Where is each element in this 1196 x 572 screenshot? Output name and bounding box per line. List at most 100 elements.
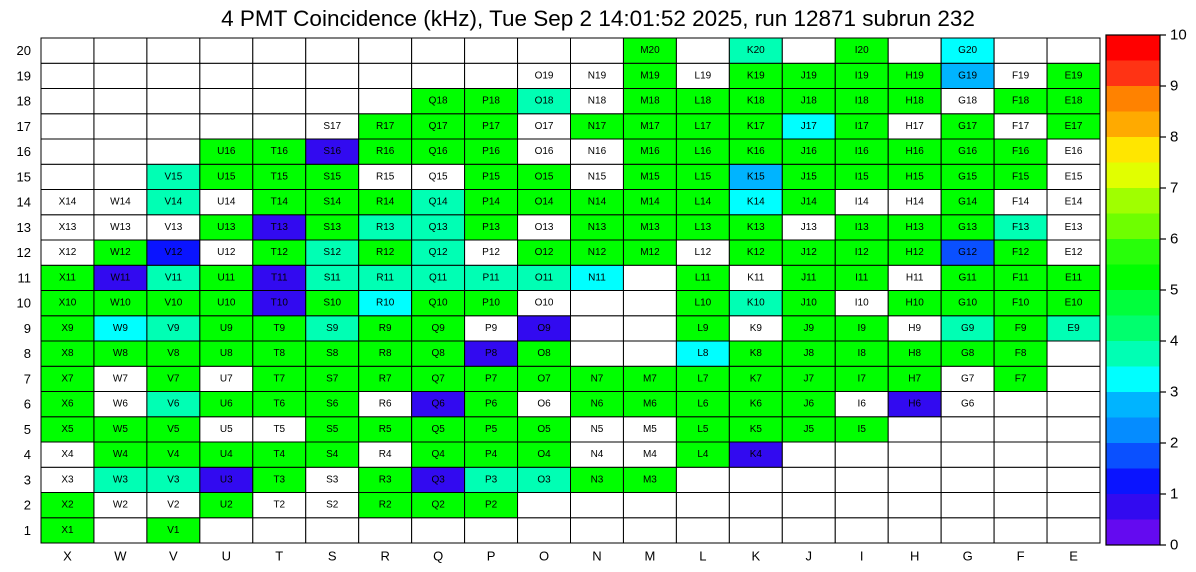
svg-text:M5: M5 <box>643 424 657 435</box>
svg-text:K16: K16 <box>747 146 765 157</box>
svg-text:X2: X2 <box>61 500 74 511</box>
svg-text:O19: O19 <box>535 70 554 81</box>
svg-text:F19: F19 <box>1012 70 1030 81</box>
svg-text:V: V <box>169 549 178 564</box>
svg-text:L16: L16 <box>695 146 712 157</box>
svg-text:0: 0 <box>1170 537 1178 554</box>
svg-text:Q16: Q16 <box>429 146 448 157</box>
svg-text:J9: J9 <box>803 323 814 334</box>
svg-text:S6: S6 <box>326 399 339 410</box>
svg-text:U7: U7 <box>220 373 233 384</box>
svg-text:N7: N7 <box>591 373 604 384</box>
svg-text:F9: F9 <box>1015 323 1027 334</box>
svg-text:U: U <box>222 549 231 564</box>
svg-text:W3: W3 <box>113 474 128 485</box>
svg-text:M: M <box>645 549 656 564</box>
svg-text:P: P <box>487 549 496 564</box>
svg-text:W7: W7 <box>113 373 128 384</box>
svg-text:O16: O16 <box>535 146 554 157</box>
svg-text:O5: O5 <box>537 424 551 435</box>
svg-text:1: 1 <box>24 523 31 538</box>
svg-text:S5: S5 <box>326 424 339 435</box>
svg-text:M16: M16 <box>640 146 660 157</box>
svg-text:N: N <box>592 549 601 564</box>
svg-text:I17: I17 <box>855 121 869 132</box>
svg-text:M20: M20 <box>640 45 660 56</box>
svg-text:T13: T13 <box>271 222 289 233</box>
svg-text:G8: G8 <box>961 348 975 359</box>
svg-text:O15: O15 <box>535 171 554 182</box>
svg-text:Q: Q <box>433 549 443 564</box>
svg-text:K12: K12 <box>747 247 765 258</box>
svg-text:V4: V4 <box>167 449 180 460</box>
svg-text:H8: H8 <box>908 348 921 359</box>
svg-text:X7: X7 <box>61 373 74 384</box>
svg-text:M4: M4 <box>643 449 657 460</box>
svg-text:S12: S12 <box>323 247 341 258</box>
svg-text:L11: L11 <box>695 272 711 283</box>
svg-text:N5: N5 <box>591 424 604 435</box>
svg-text:S13: S13 <box>323 222 341 233</box>
svg-text:W13: W13 <box>110 222 131 233</box>
svg-text:G10: G10 <box>958 298 977 309</box>
svg-text:P17: P17 <box>482 121 500 132</box>
svg-text:H18: H18 <box>906 96 925 107</box>
svg-text:S15: S15 <box>323 171 341 182</box>
svg-text:G: G <box>963 549 973 564</box>
svg-text:G18: G18 <box>958 96 977 107</box>
svg-text:K19: K19 <box>747 70 765 81</box>
svg-text:T4: T4 <box>273 449 285 460</box>
svg-text:S9: S9 <box>326 323 339 334</box>
svg-text:V1: V1 <box>167 525 180 536</box>
svg-text:H6: H6 <box>908 399 921 410</box>
svg-text:R3: R3 <box>379 474 392 485</box>
svg-text:J6: J6 <box>803 399 814 410</box>
svg-text:H7: H7 <box>908 373 921 384</box>
svg-text:W9: W9 <box>113 323 128 334</box>
svg-text:P2: P2 <box>485 500 498 511</box>
svg-text:U13: U13 <box>217 222 236 233</box>
svg-text:T8: T8 <box>273 348 285 359</box>
svg-text:T15: T15 <box>271 171 289 182</box>
svg-text:V2: V2 <box>167 500 180 511</box>
svg-text:5: 5 <box>1170 282 1178 299</box>
svg-text:P6: P6 <box>485 399 498 410</box>
svg-text:L17: L17 <box>695 121 712 132</box>
svg-text:O7: O7 <box>537 373 551 384</box>
svg-text:T12: T12 <box>271 247 289 258</box>
svg-text:W12: W12 <box>110 247 131 258</box>
svg-text:F8: F8 <box>1015 348 1027 359</box>
svg-text:W6: W6 <box>113 399 128 410</box>
svg-text:Q17: Q17 <box>429 121 448 132</box>
svg-text:F7: F7 <box>1015 373 1027 384</box>
svg-text:E19: E19 <box>1065 70 1083 81</box>
svg-text:K11: K11 <box>747 272 764 283</box>
svg-text:R12: R12 <box>376 247 395 258</box>
svg-text:W14: W14 <box>110 197 131 208</box>
svg-text:U12: U12 <box>217 247 236 258</box>
svg-text:K6: K6 <box>750 399 763 410</box>
svg-text:S4: S4 <box>326 449 339 460</box>
svg-text:11: 11 <box>18 270 32 285</box>
svg-text:S3: S3 <box>326 474 339 485</box>
svg-text:S10: S10 <box>323 298 341 309</box>
svg-text:O18: O18 <box>535 96 554 107</box>
svg-text:10: 10 <box>1170 27 1187 44</box>
svg-text:W8: W8 <box>113 348 128 359</box>
svg-text:E11: E11 <box>1065 272 1082 283</box>
svg-text:O14: O14 <box>535 197 554 208</box>
svg-text:E13: E13 <box>1065 222 1083 233</box>
svg-text:N15: N15 <box>588 171 607 182</box>
svg-text:J17: J17 <box>801 121 818 132</box>
svg-text:M6: M6 <box>643 399 657 410</box>
svg-text:O3: O3 <box>537 474 551 485</box>
svg-text:W11: W11 <box>111 272 131 283</box>
svg-text:X3: X3 <box>61 474 74 485</box>
svg-text:W10: W10 <box>110 298 131 309</box>
svg-text:H16: H16 <box>906 146 925 157</box>
svg-text:6: 6 <box>24 397 31 412</box>
svg-text:J12: J12 <box>801 247 818 258</box>
svg-text:U16: U16 <box>217 146 236 157</box>
svg-text:G16: G16 <box>958 146 977 157</box>
svg-text:N16: N16 <box>588 146 607 157</box>
